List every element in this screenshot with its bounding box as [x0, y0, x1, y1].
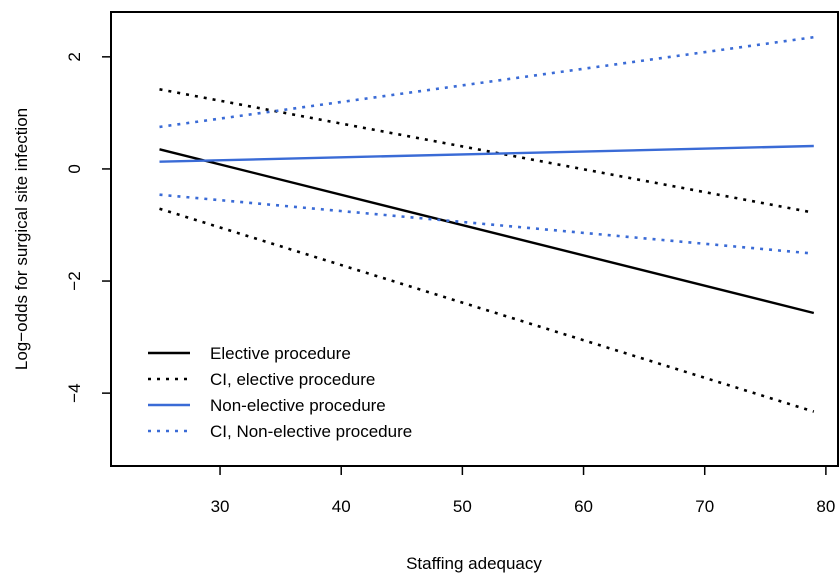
x-tick-label: 60	[574, 497, 593, 516]
x-tick-label: 30	[211, 497, 230, 516]
series-line-4	[159, 35, 814, 129]
y-tick-label: 0	[65, 164, 84, 173]
y-tick-label: −4	[65, 383, 84, 402]
series-line-2	[159, 207, 815, 413]
series-line-3	[159, 144, 814, 163]
y-axis: −4 −2 0 2	[65, 52, 111, 403]
legend-label: CI, elective procedure	[210, 370, 375, 389]
x-axis: 30 40 50 60 70 80	[211, 466, 835, 516]
x-tick-label: 40	[332, 497, 351, 516]
y-axis-title: Log−odds for surgical site infection	[12, 108, 31, 370]
legend-label: Elective procedure	[210, 344, 351, 363]
legend-label: Non-elective procedure	[210, 396, 386, 415]
legend: Elective procedure CI, elective procedure…	[148, 344, 412, 441]
series-layer	[159, 35, 815, 413]
y-tick-label: 2	[65, 52, 84, 61]
series-line-0	[159, 148, 815, 315]
x-tick-label: 70	[695, 497, 714, 516]
plot-frame	[110, 11, 839, 467]
series-line-1	[159, 88, 815, 214]
x-tick-label: 80	[816, 497, 835, 516]
legend-label: CI, Non-elective procedure	[210, 422, 412, 441]
x-tick-label: 50	[453, 497, 472, 516]
x-axis-title: Staffing adequacy	[406, 554, 542, 573]
y-tick-label: −2	[65, 271, 84, 290]
series-line-5	[159, 193, 814, 255]
